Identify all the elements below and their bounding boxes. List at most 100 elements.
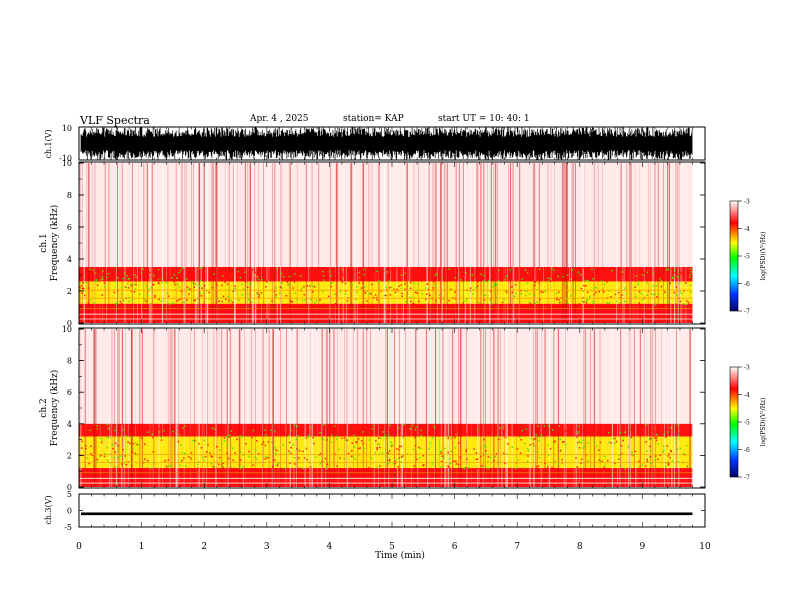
- spectrogram-speckle: [641, 464, 644, 466]
- spectrogram-speckle: [646, 458, 648, 461]
- spectrogram-speckle: [209, 298, 211, 300]
- spectrogram-speckle: [586, 291, 589, 293]
- spectrogram-speckle: [203, 439, 205, 442]
- spectrogram-speckle: [604, 455, 606, 458]
- spectrogram-speckle: [406, 279, 408, 282]
- spectrogram-speckle: [621, 432, 624, 435]
- spectrogram-speckle: [477, 280, 479, 283]
- spectrogram-speckle: [612, 438, 615, 440]
- spectrogram-speckle: [127, 441, 129, 443]
- spectrogram-speckle: [415, 426, 417, 428]
- spectrogram-speckle: [122, 448, 124, 451]
- spectrogram-speckle: [363, 268, 365, 271]
- spectrogram-speckle: [390, 445, 393, 447]
- spectrogram-speckle: [463, 428, 466, 431]
- spectrogram-speckle: [124, 272, 126, 274]
- spectrogram-speckle: [508, 429, 511, 432]
- spectrogram-speckle: [424, 287, 427, 289]
- spectrogram-speckle: [183, 301, 185, 304]
- spectrogram-speckle: [652, 293, 655, 296]
- spectrogram-speckle: [682, 303, 685, 306]
- spectrogram-speckle: [505, 453, 508, 455]
- spectrogram-speckle: [681, 292, 683, 295]
- spectrogram-speckle: [457, 463, 460, 466]
- time-axis: 0 1 2 3 4 5 6 7 8 9 10: [76, 127, 711, 552]
- spectrogram-speckle: [315, 299, 318, 302]
- spectrogram-speckle: [654, 455, 657, 457]
- spectrogram-speckle: [386, 271, 388, 273]
- colorbar-tick-label: -3: [744, 199, 750, 206]
- spectrogram-speckle: [537, 465, 540, 468]
- spectrogram-speckle: [382, 431, 385, 433]
- spectrogram-speckle: [173, 273, 176, 276]
- spectrogram-speckle: [518, 435, 521, 438]
- spectrogram-speckle: [221, 284, 223, 287]
- spectrogram-speckle: [213, 279, 216, 282]
- spectrogram-speckle: [114, 267, 117, 270]
- spectrogram-speckle: [665, 465, 667, 468]
- spectrogram-speckle: [350, 281, 352, 283]
- spectrogram-speckle: [332, 270, 334, 272]
- spectrogram-speckle: [455, 463, 458, 465]
- spectrogram-speckle: [404, 300, 407, 303]
- spectrogram-speckle: [293, 456, 296, 459]
- spectrogram-speckle: [615, 440, 618, 443]
- spectrogram-speckle: [180, 444, 182, 446]
- spectrogram-speckle: [583, 284, 585, 287]
- spectrogram-speckle: [105, 436, 108, 438]
- spectrogram-speckle: [322, 423, 325, 426]
- spectrogram-speckle: [619, 301, 622, 304]
- spectrogram-speckle: [558, 425, 561, 427]
- spectrogram-speckle: [277, 463, 279, 465]
- spectrogram-speckle: [143, 298, 146, 301]
- spectrogram-speckle: [147, 459, 149, 462]
- spectrogram-speckle: [552, 429, 554, 431]
- spectrogram-speckle: [412, 448, 415, 451]
- spectrogram-speckle: [188, 456, 190, 458]
- spectrogram-speckle: [137, 444, 140, 447]
- spectrogram-speckle: [431, 463, 434, 465]
- spectrogram-speckle: [662, 424, 664, 426]
- spectrogram-speckle: [226, 452, 228, 454]
- spectrogram-speckle: [244, 281, 247, 283]
- freq-tick-label: 4: [67, 420, 72, 429]
- spectrogram-speckle: [114, 276, 117, 279]
- spectrogram-speckle: [359, 447, 361, 449]
- spectrogram-speckle: [638, 302, 640, 304]
- spectrogram-speckle: [610, 296, 612, 298]
- spectrogram-speckle: [387, 434, 390, 436]
- spectrogram-speckle: [631, 434, 634, 437]
- spectrogram-speckle: [680, 273, 683, 275]
- spectrogram-speckle: [130, 436, 132, 438]
- spectrogram-speckle: [288, 275, 291, 278]
- spectrogram-speckle: [93, 302, 95, 304]
- spectrogram-speckle: [152, 274, 155, 277]
- spectrogram-speckle: [389, 268, 392, 270]
- spectrogram-speckle: [197, 434, 199, 437]
- spectrogram-speckle: [375, 439, 377, 442]
- colorbar-tick-label: -4: [744, 226, 750, 233]
- spectrogram-speckle: [246, 274, 249, 277]
- spectrogram-speckle: [177, 440, 180, 443]
- spectrogram-speckle: [194, 299, 197, 302]
- spectrogram-speckle: [527, 450, 530, 452]
- spectrogram-speckle: [606, 459, 609, 462]
- ch3-ytick-label: 5: [67, 490, 72, 499]
- time-tick-label: 8: [577, 542, 583, 552]
- spectrogram-speckle: [88, 279, 91, 282]
- spectrogram-speckle: [329, 271, 331, 273]
- spectrogram-speckle: [114, 442, 117, 445]
- spectrogram-speckle: [460, 276, 463, 278]
- spectrogram-speckle: [371, 274, 373, 276]
- spectrogram-speckle: [125, 286, 128, 288]
- spectrogram-speckle: [89, 429, 91, 432]
- spectrogram-speckle: [414, 291, 417, 294]
- spectrogram-speckle: [662, 445, 665, 447]
- spectrogram-speckle: [294, 463, 296, 465]
- spectrogram-speckle: [81, 287, 84, 290]
- spectrogram-speckle: [115, 466, 117, 469]
- spectrogram-speckle: [242, 288, 245, 290]
- spectrogram-speckle: [258, 294, 261, 296]
- spectrogram-speckle: [623, 431, 626, 434]
- spectrogram-speckle: [667, 268, 669, 271]
